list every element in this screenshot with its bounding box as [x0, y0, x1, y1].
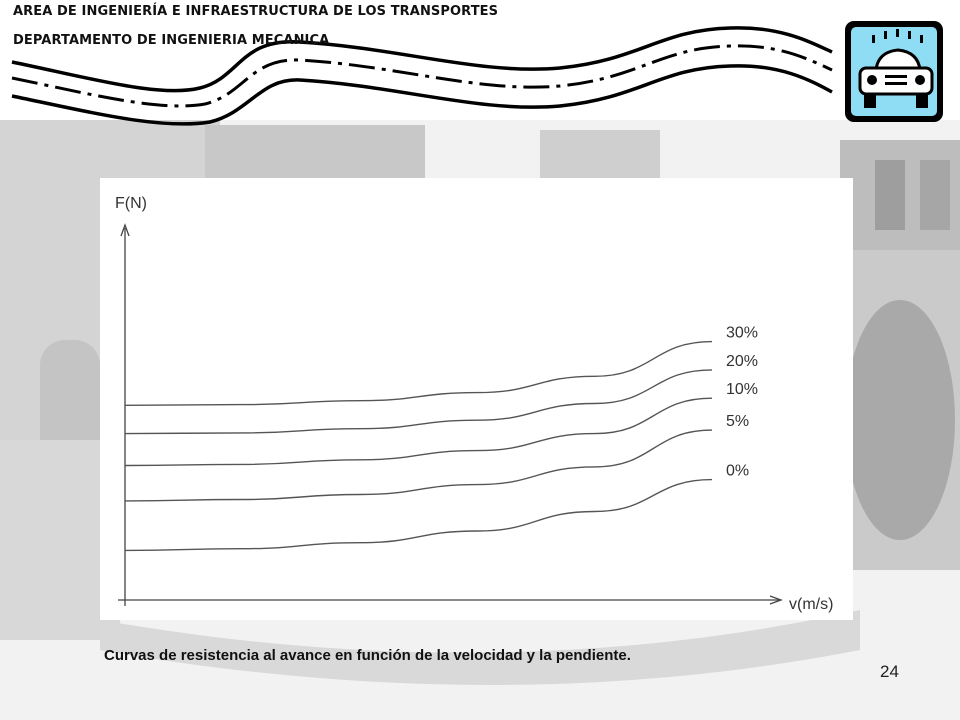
series-label-2: 10% — [726, 381, 758, 398]
series-line-2 — [124, 397, 713, 467]
car-icon — [845, 21, 943, 122]
series-group: 30% 20% 10% 5% 0% — [124, 325, 758, 552]
y-axis-label: F(N) — [115, 195, 147, 212]
series-line-1 — [124, 369, 713, 435]
x-axis-label: v(m/s) — [789, 596, 833, 613]
series-label-0: 30% — [726, 325, 758, 342]
y-axis-arrow — [120, 223, 130, 237]
series-line-4 — [124, 478, 713, 552]
chart-background — [100, 178, 853, 620]
road-decoration — [11, 26, 833, 126]
series-label-3: 5% — [726, 413, 749, 430]
series-label-1: 20% — [726, 353, 758, 370]
header-line-1: AREA DE INGENIERÍA E INFRAESTRUCTURA DE … — [13, 4, 499, 19]
figure-caption: Curvas de resistencia al avance en funci… — [104, 647, 631, 664]
series-line-3 — [124, 429, 713, 502]
series-line-0 — [124, 340, 713, 406]
x-axis-arrow — [769, 595, 783, 605]
series-label-4: 0% — [726, 463, 749, 480]
resistance-chart: F(N) v(m/s) 30% 20% 10% 5% 0% — [100, 178, 853, 620]
slide-number: 24 — [880, 662, 899, 681]
header-line-2: DEPARTAMENTO DE INGENIERIA MECANICA — [13, 33, 330, 48]
